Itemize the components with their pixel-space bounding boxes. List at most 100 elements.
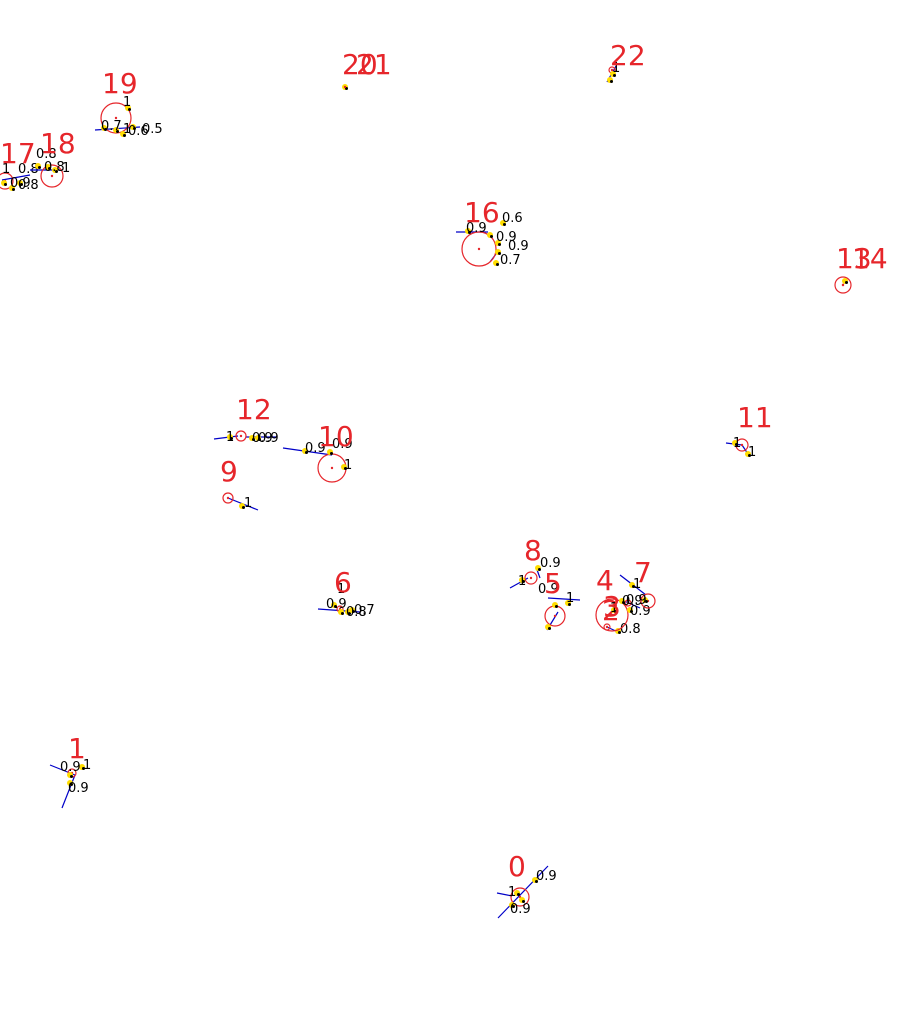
score-label: 1 (508, 885, 516, 900)
marker-point (55, 170, 58, 173)
marker-point (630, 610, 633, 613)
node-center-dot (740, 443, 744, 447)
score-label: 0.9 (252, 431, 273, 446)
marker-point (252, 438, 255, 441)
marker-point (116, 130, 119, 133)
edge-line (61, 774, 76, 809)
node-label: 12 (236, 393, 272, 426)
node-label: 6 (334, 566, 352, 599)
node-10: 0.9 0.9 1 10 (282, 420, 354, 483)
marker-point (517, 893, 520, 896)
marker-point (334, 605, 337, 608)
node-label: 11 (737, 401, 773, 434)
marker-point (133, 127, 136, 130)
score-label: 0.9 (540, 556, 561, 571)
node-center-dot (226, 496, 230, 500)
marker-point (490, 235, 493, 238)
marker-point (618, 631, 621, 634)
score-label: 1 (633, 577, 641, 592)
marker-point (48, 167, 51, 170)
score-label: 0.9 (622, 594, 643, 609)
score-label: 1 (123, 95, 131, 110)
score-label: 1 (83, 758, 91, 773)
node-ring (834, 276, 852, 294)
node-ring (461, 231, 497, 267)
score-label: 0.9 (10, 176, 31, 191)
node-label: 22 (610, 39, 646, 72)
score-label: 0.8 (620, 622, 641, 637)
node-ring (524, 571, 538, 585)
score-label: 0.7 (354, 603, 375, 618)
marker-point (610, 80, 613, 83)
score-label: 1 (748, 445, 756, 460)
node-center-dot (841, 283, 845, 287)
marker-point (613, 74, 616, 77)
score-label: 1 (518, 574, 526, 589)
score-label: 0.6 (128, 124, 149, 139)
marker-point (512, 905, 515, 908)
node-label: 16 (464, 196, 500, 229)
marker-point (4, 183, 7, 186)
node-label: 17 (0, 137, 36, 170)
marker-point (305, 451, 308, 454)
edge-line (497, 865, 549, 919)
score-label: 0.8 (346, 605, 367, 620)
node-12: 1 0.90.9 12 (213, 393, 279, 446)
node-label: 19 (102, 67, 138, 100)
node-8: 0.9 1 8 (509, 534, 561, 589)
marker-point (748, 454, 751, 457)
marker-point (123, 134, 126, 137)
node-center-dot (114, 116, 118, 120)
node-ring (222, 492, 234, 504)
marker-point (230, 437, 233, 440)
marker-point (348, 612, 351, 615)
node-label: 3 (603, 590, 621, 623)
score-label: 0.8 (36, 147, 57, 162)
node-ring (624, 599, 632, 607)
node-3: 13 (595, 590, 629, 632)
edge-line (496, 892, 513, 897)
score-label: 1 (610, 601, 618, 616)
score-label: 0.9 (626, 593, 647, 608)
score-label: 0.9 (258, 431, 279, 446)
marker-point (70, 775, 73, 778)
score-label: 0.9 (496, 230, 517, 245)
marker-point (242, 506, 245, 509)
node-2: 0.82 (602, 594, 641, 637)
node-label: 14 (852, 242, 888, 275)
marker-point (503, 223, 506, 226)
node-ring (235, 430, 247, 442)
score-label: 0.9 (305, 441, 326, 456)
marker-point (468, 231, 471, 234)
node-7: 10.97 (619, 556, 656, 609)
node-ring (640, 593, 656, 609)
node-ring (40, 164, 64, 188)
score-label: 1 (733, 436, 741, 451)
marker-point (352, 610, 355, 613)
node-ring (0, 172, 14, 190)
node-6: 10.90.80.76 (317, 566, 375, 620)
score-label: 0.9 (60, 760, 81, 775)
node-ring (510, 887, 530, 907)
score-label: 0.9 (326, 597, 347, 612)
node-17: 1 0.80.90.817 (0, 137, 39, 193)
node-center-dot (610, 613, 614, 617)
marker-point (12, 188, 15, 191)
node-center-dot (605, 625, 609, 629)
score-label: 0.8 (18, 162, 39, 177)
node-center-dot (330, 466, 334, 470)
score-label: 1 (62, 161, 70, 176)
score-label: 0.7 (500, 253, 521, 268)
marker-point (330, 452, 333, 455)
edge-line (1, 174, 31, 181)
node-label: 8 (524, 534, 542, 567)
score-label: 1 (2, 162, 10, 177)
node-21: 21 (343, 48, 392, 89)
marker-point (622, 601, 625, 604)
marker-point (535, 880, 538, 883)
marker-point (522, 580, 525, 583)
node-label: 2 (602, 594, 620, 627)
node-ring (595, 598, 629, 632)
node-center-dot (50, 174, 54, 178)
